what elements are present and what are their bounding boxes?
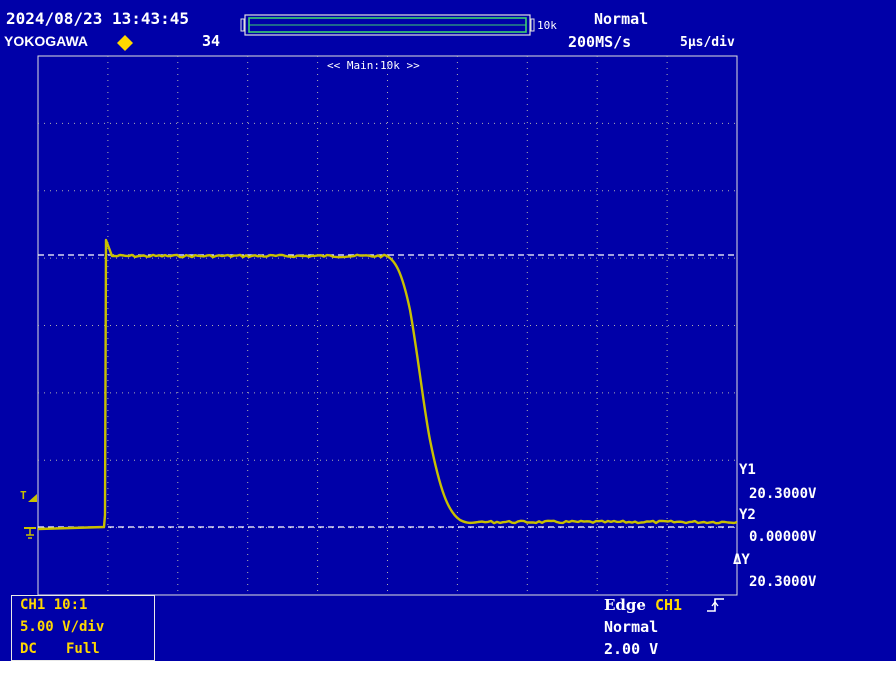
cursor-y1-value: 20.3000V [749,486,817,502]
record-bar-frame [244,14,531,36]
brand-logo-text: YOKOGAWA [4,33,89,49]
cursor-y2-label: Y2 [739,507,756,523]
trigger-level-marker[interactable]: T [20,489,27,502]
record-bar-right-cap [530,18,535,32]
ch1-probe-label: CH1 10:1 [20,597,88,613]
trigger-arrow-icon [28,494,37,502]
trigger-source: CH1 [655,596,683,614]
ch1-coupling: DC [20,641,37,657]
ground-marker-icon[interactable] [22,525,38,541]
trigger-type: Edge [604,596,646,614]
cursor-dy-label: ΔY [733,552,750,568]
datetime-readout: 2024/08/23 13:43:45 [6,9,190,28]
ch1-settings-panel[interactable]: CH1 10:1 5.00 V/div DC Full [11,595,155,661]
cursor-dy-value: 20.3000V [749,574,817,590]
rising-edge-icon [707,598,724,612]
acquisition-count: 34 [202,32,221,50]
trigger-mode: Normal [604,618,659,636]
record-length-label: 10k [537,19,557,32]
waveform-display [37,14,738,596]
cursor-y1-label: Y1 [739,462,756,478]
run-diamond-icon [117,35,133,51]
trigger-level: 2.00 V [604,640,659,658]
ch1-waveform-trace [37,238,738,531]
ch1-volts-per-div: 5.00 V/div [20,619,105,635]
cursor-y2-value: 0.00000V [749,529,817,545]
sample-rate: 200MS/s [568,33,632,51]
trigger-mode-header: Normal [594,10,649,28]
oscilloscope-screen: 2024/08/23 13:43:45 YOKOGAWA 34 10k Norm… [0,0,896,661]
graticule-grid [38,56,737,595]
ch1-bandwidth: Full [66,641,100,657]
time-per-div: 5μs/div [680,35,735,50]
record-bar-left-cap [240,18,245,32]
zoom-window-label: << Main:10k >> [327,59,420,72]
